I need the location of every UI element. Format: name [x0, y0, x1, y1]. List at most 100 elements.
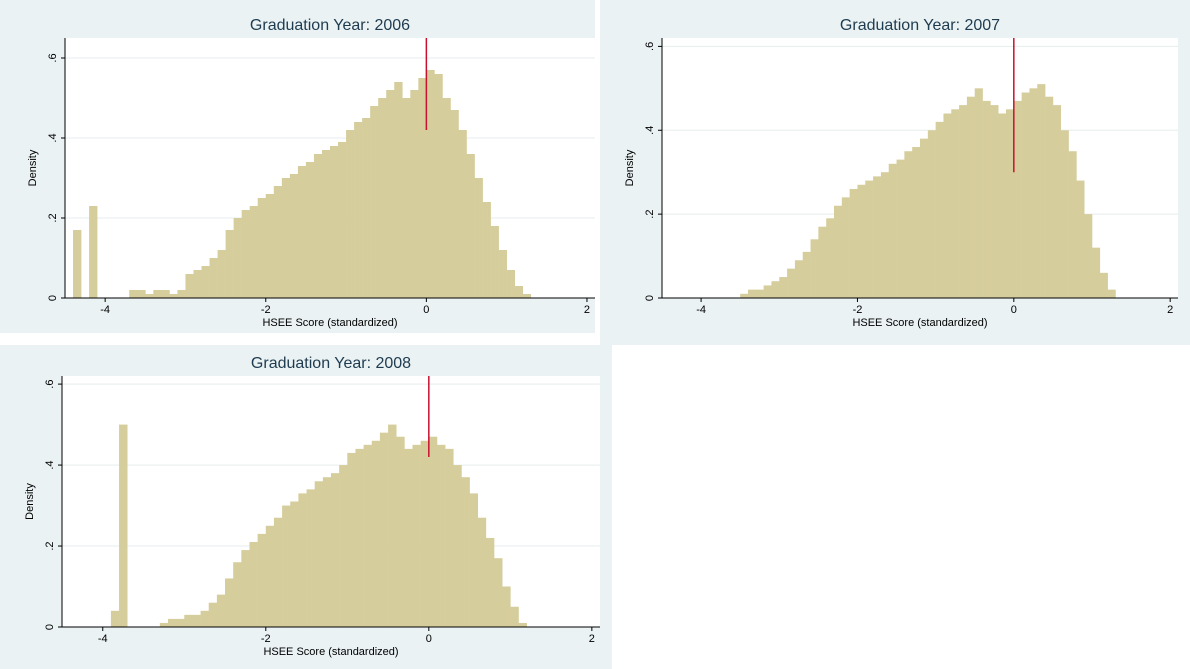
y-tick-label: .2: [44, 541, 56, 550]
histogram-bar: [474, 178, 483, 298]
histogram-bar: [826, 218, 835, 298]
x-axis-label: HSEE Score (standardized): [852, 317, 987, 329]
histogram-bar: [1021, 92, 1030, 298]
panel-title: Graduation Year: 2006: [250, 17, 410, 34]
histogram-bar: [110, 610, 120, 627]
y-tick-label: .4: [47, 133, 59, 142]
histogram-bar: [153, 290, 162, 298]
histogram-bar: [338, 142, 347, 298]
histogram-bar: [145, 294, 154, 298]
histogram-bar: [482, 202, 491, 298]
x-axis-label: HSEE Score (standardized): [262, 317, 397, 329]
histogram-bar: [273, 186, 283, 298]
histogram-bar: [370, 106, 379, 298]
histogram-bar: [313, 154, 323, 298]
histogram-bar: [477, 517, 487, 627]
histogram-bar: [167, 618, 177, 627]
histogram-bar: [927, 130, 936, 298]
histogram-bar: [225, 230, 234, 298]
x-tick-label: -4: [696, 304, 706, 316]
histogram-bar: [404, 448, 413, 627]
histogram-bar: [959, 105, 968, 298]
histogram-bar: [779, 277, 788, 298]
histogram-bar: [289, 174, 299, 298]
histogram-bar: [1029, 88, 1038, 299]
histogram-bar: [974, 88, 983, 299]
histogram-bar: [379, 432, 389, 627]
histogram-bar: [257, 533, 267, 627]
histogram-bar: [880, 172, 890, 298]
histogram-bar: [185, 274, 194, 298]
histogram-bar: [1076, 180, 1085, 298]
histogram-bar: [771, 281, 780, 298]
histogram-bar: [402, 98, 411, 298]
histogram-bar: [494, 558, 503, 627]
histogram-bar: [394, 82, 403, 298]
histogram-bar: [857, 184, 866, 298]
histogram-bar: [1052, 105, 1062, 298]
histogram-bar: [502, 586, 511, 627]
histogram-bar: [321, 150, 331, 298]
histogram-bar: [428, 436, 438, 627]
y-axis-label: Density: [27, 149, 39, 186]
histogram-bar: [298, 493, 307, 627]
y-tick-label: .6: [44, 380, 56, 389]
histogram-bar: [1068, 151, 1077, 298]
histogram-bar: [966, 96, 976, 298]
histogram-bar: [216, 594, 226, 627]
histogram-bar: [200, 610, 210, 627]
histogram-bar: [1092, 247, 1101, 298]
histogram-bar: [1099, 272, 1108, 298]
histogram-bar: [518, 622, 527, 627]
histogram-bar: [763, 285, 772, 298]
histogram-bar: [265, 525, 275, 627]
histogram-bar: [912, 147, 921, 298]
histogram-bar: [888, 163, 897, 298]
histogram-bar: [89, 206, 98, 298]
histogram-bar: [849, 188, 858, 298]
histogram-bar: [193, 270, 202, 298]
x-tick-label: 0: [426, 633, 432, 645]
histogram-bar: [176, 618, 185, 627]
y-tick-label: .2: [644, 210, 656, 219]
histogram-bar: [469, 493, 479, 627]
histogram-bar: [485, 537, 495, 627]
histogram-bar: [458, 130, 467, 298]
histogram-bar: [322, 477, 332, 627]
histogram-bar: [466, 154, 475, 298]
x-tick-label: -2: [261, 304, 271, 316]
histogram-bar: [1084, 214, 1093, 298]
histogram-bar: [522, 294, 532, 298]
histogram-bar: [208, 602, 218, 627]
y-tick-label: 0: [644, 295, 656, 301]
histogram-bar: [943, 113, 952, 298]
histogram-bar: [510, 606, 519, 627]
histogram-bar: [1006, 109, 1015, 299]
histogram-bar: [233, 218, 242, 298]
histogram-bar: [362, 118, 371, 298]
histogram-bar: [249, 541, 258, 627]
histogram-bar: [748, 289, 757, 298]
histogram-bar: [306, 489, 315, 627]
y-tick-label: .4: [44, 460, 56, 469]
histogram-bar: [265, 194, 275, 298]
x-tick-label: 2: [589, 633, 595, 645]
x-tick-label: 0: [1011, 304, 1017, 316]
histogram-bar: [818, 226, 827, 298]
histogram-bar: [982, 100, 991, 298]
histogram-bar: [177, 290, 186, 298]
histogram-bar: [225, 578, 234, 627]
x-axis-label: HSEE Score (standardized): [263, 646, 398, 658]
histogram-bar: [396, 436, 405, 627]
histogram-bar: [347, 452, 356, 627]
x-tick-label: 2: [584, 304, 590, 316]
histogram-bar: [159, 622, 169, 627]
histogram-bar: [273, 517, 283, 627]
histogram-bar: [73, 230, 82, 298]
histogram-bar: [233, 562, 242, 627]
histogram-bar: [371, 440, 381, 627]
histogram-bar: [192, 614, 201, 627]
histogram-bar: [354, 122, 363, 298]
histogram-bar: [388, 424, 397, 627]
